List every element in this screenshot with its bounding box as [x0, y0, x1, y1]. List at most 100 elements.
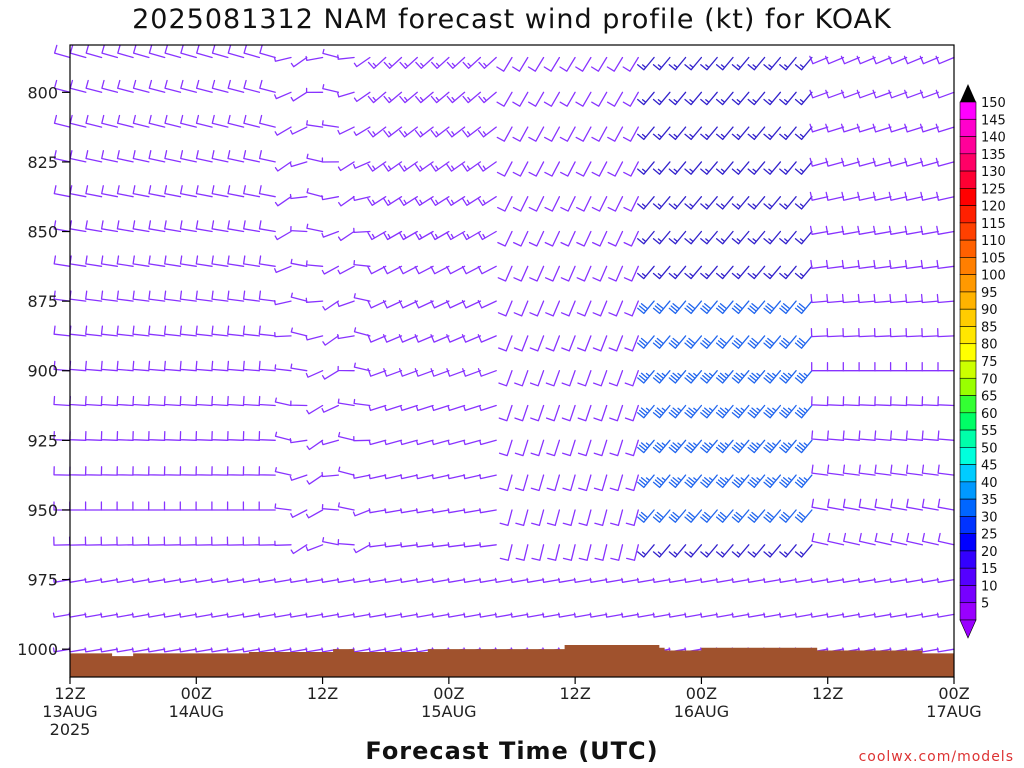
plot-frame [69, 44, 955, 678]
wind-barb [826, 430, 845, 441]
wind-barb [289, 437, 308, 444]
wind-barb [920, 191, 939, 201]
wind-barb [101, 114, 119, 128]
colorbar-label: 135 [981, 148, 1006, 163]
wind-barb [874, 532, 892, 546]
wind-barb [306, 223, 324, 233]
wind-barb [496, 126, 513, 142]
wind-barb [368, 577, 387, 583]
wind-barb [637, 196, 655, 210]
wind-barb [747, 300, 766, 315]
wind-barb [147, 647, 166, 653]
wind-barb [100, 501, 119, 511]
wind-barb [305, 612, 324, 618]
wind-barb [179, 360, 197, 372]
wind-barb [353, 56, 371, 68]
wind-barb [857, 191, 876, 201]
wind-barb [779, 544, 797, 558]
wind-barb [668, 612, 687, 618]
wind-barb [496, 56, 513, 72]
wind-barb [53, 185, 71, 198]
wind-barb [477, 126, 497, 138]
wind-barb [461, 265, 482, 275]
wind-barb [622, 91, 639, 107]
wind-barb [368, 647, 387, 653]
wind-barb [609, 404, 624, 422]
wind-barb [179, 577, 197, 583]
wind-barb [337, 365, 355, 372]
wind-barb [919, 123, 939, 133]
wind-barb [527, 56, 545, 72]
x-tick-label: 00Z [181, 684, 212, 703]
wind-barb [163, 612, 182, 618]
wind-barb [684, 56, 703, 71]
colorbar-label: 90 [981, 303, 998, 318]
wind-barb [731, 544, 750, 558]
wind-barb [811, 498, 829, 511]
chart-title: 2025081312 NAM forecast wind profile (kt… [132, 4, 892, 35]
wind-barb [731, 509, 750, 523]
wind-barb [447, 474, 466, 480]
wind-barb [337, 265, 355, 275]
wind-barb [857, 225, 876, 235]
wind-barb [321, 230, 340, 238]
wind-barb [462, 91, 482, 104]
wind-barb [652, 577, 671, 583]
wind-barb [132, 431, 150, 441]
wind-barb [116, 577, 134, 583]
wind-barb [100, 325, 119, 337]
wind-barb [305, 260, 324, 267]
wind-barb [624, 404, 639, 422]
wind-barb [811, 532, 829, 546]
colorbar-label: 75 [981, 355, 998, 370]
wind-barb [116, 114, 134, 128]
wind-barb [148, 360, 166, 372]
wind-barb [558, 612, 576, 618]
wind-barb [163, 577, 182, 583]
wind-barb [513, 335, 529, 352]
wind-barb [100, 395, 119, 407]
wind-barb [873, 577, 892, 583]
colorbar-cell [959, 274, 977, 293]
wind-barb [747, 335, 766, 349]
wind-barb [715, 370, 734, 384]
wind-barb [794, 126, 813, 141]
wind-barb [858, 396, 876, 407]
wind-barb [921, 532, 939, 546]
wind-barb [53, 466, 71, 476]
wind-barb [874, 430, 892, 441]
wind-barb [825, 89, 845, 99]
wind-barb [621, 577, 639, 583]
wind-barb [512, 56, 529, 72]
wind-barb [194, 612, 213, 618]
wind-barb [794, 300, 813, 315]
wind-barb [321, 404, 340, 413]
wind-barb [700, 300, 718, 315]
wind-barb [779, 509, 797, 523]
colorbar-label: 70 [981, 372, 998, 387]
colorbar-label: 30 [981, 510, 998, 525]
wind-barb [763, 612, 782, 618]
wind-barb [636, 577, 655, 583]
terrain-shape [70, 644, 954, 677]
wind-barb [242, 360, 261, 372]
wind-barb [163, 325, 182, 337]
wind-barb [226, 466, 245, 476]
wind-barb [117, 79, 134, 93]
wind-barb [576, 230, 592, 247]
wind-barb [779, 404, 797, 419]
wind-barb [321, 120, 340, 128]
wind-barb [715, 544, 734, 558]
wind-barb [577, 439, 592, 457]
wind-barb [210, 577, 229, 583]
wind-barb [936, 259, 955, 270]
wind-barb [338, 196, 355, 207]
wind-barb [273, 56, 292, 62]
wind-barb [684, 196, 703, 210]
wind-barb [400, 508, 418, 514]
wind-barb [824, 55, 845, 65]
wind-barb [446, 161, 466, 172]
wind-barb [794, 544, 813, 558]
wind-barb [763, 474, 782, 489]
wind-barb [148, 431, 166, 441]
